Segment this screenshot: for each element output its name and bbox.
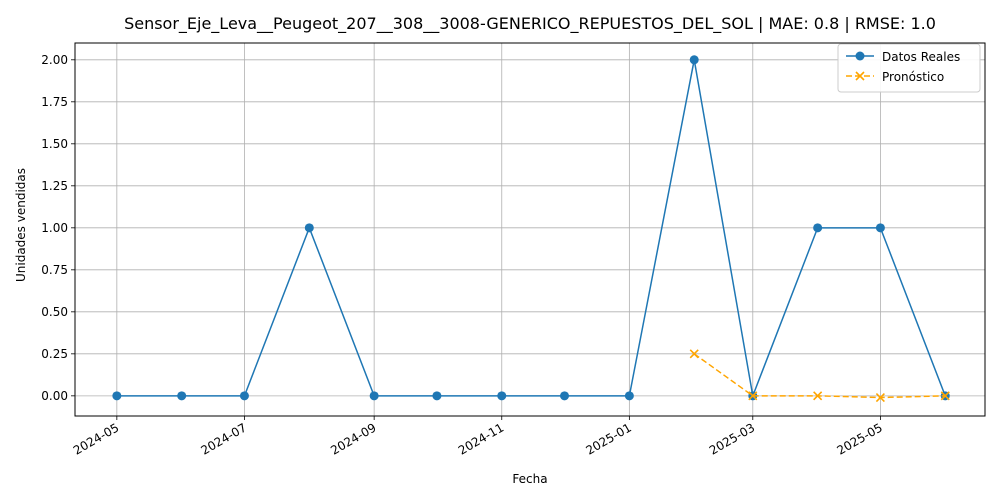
x-tick-label: 2025-01 — [583, 420, 633, 457]
data-point-pronostico — [875, 392, 885, 403]
legend-label-pronostico: Pronóstico — [882, 70, 944, 84]
x-tick-label: 2024-11 — [456, 420, 506, 457]
data-point-datos-reales — [689, 55, 699, 65]
x-tick-label: 2024-05 — [71, 420, 121, 457]
data-point-datos-reales — [177, 391, 187, 401]
y-tick-label: 1.00 — [41, 221, 68, 235]
y-tick-label: 0.00 — [41, 389, 68, 403]
data-point-pronostico — [940, 391, 950, 401]
data-point-datos-reales — [624, 391, 634, 401]
y-tick-label: 1.75 — [41, 95, 68, 109]
legend-marker-pronostico — [855, 71, 865, 81]
data-point-datos-reales — [304, 223, 314, 233]
data-point-pronostico — [813, 391, 823, 401]
x-tick-label: 2024-07 — [199, 420, 249, 457]
y-tick-label: 2.00 — [41, 53, 68, 67]
legend-marker-datos-reales — [855, 51, 865, 61]
legend: Datos Reales Pronóstico — [837, 43, 981, 93]
x-tick-label: 2024-09 — [328, 420, 378, 457]
axis-ticks: 2024-05 2024-07 2024-09 2024-11 2025-01 2025-… — [41, 53, 885, 458]
y-axis-label: Unidades vendidas — [14, 168, 28, 282]
data-point-datos-reales — [813, 223, 823, 233]
plot-area-frame — [74, 42, 986, 417]
grid — [75, 43, 985, 416]
data-point-datos-reales — [369, 391, 379, 401]
data-point-datos-reales — [239, 391, 249, 401]
y-tick-label: 0.25 — [41, 347, 68, 361]
x-tick-label: 2025-03 — [707, 420, 757, 457]
data-point-pronostico — [689, 349, 699, 359]
data-point-datos-reales — [432, 391, 442, 401]
series-layer — [112, 55, 950, 403]
y-tick-label: 1.50 — [41, 137, 68, 151]
legend-label-datos-reales: Datos Reales — [882, 50, 960, 64]
data-point-datos-reales — [497, 391, 507, 401]
x-tick-label: 2025-05 — [834, 420, 884, 457]
data-point-datos-reales — [875, 223, 885, 233]
data-point-datos-reales — [112, 391, 122, 401]
series-line-pronostico — [693, 353, 946, 399]
chart-title: Sensor_Eje_Leva__Peugeot_207__308__3008-… — [124, 14, 936, 34]
data-point-datos-reales — [560, 391, 570, 401]
y-tick-label: 1.25 — [41, 179, 68, 193]
data-point-pronostico — [748, 391, 758, 401]
x-axis-label: Fecha — [512, 472, 547, 486]
y-tick-label: 0.75 — [41, 263, 68, 277]
series-line-datos-reales — [116, 59, 946, 399]
y-tick-label: 0.50 — [41, 305, 68, 319]
